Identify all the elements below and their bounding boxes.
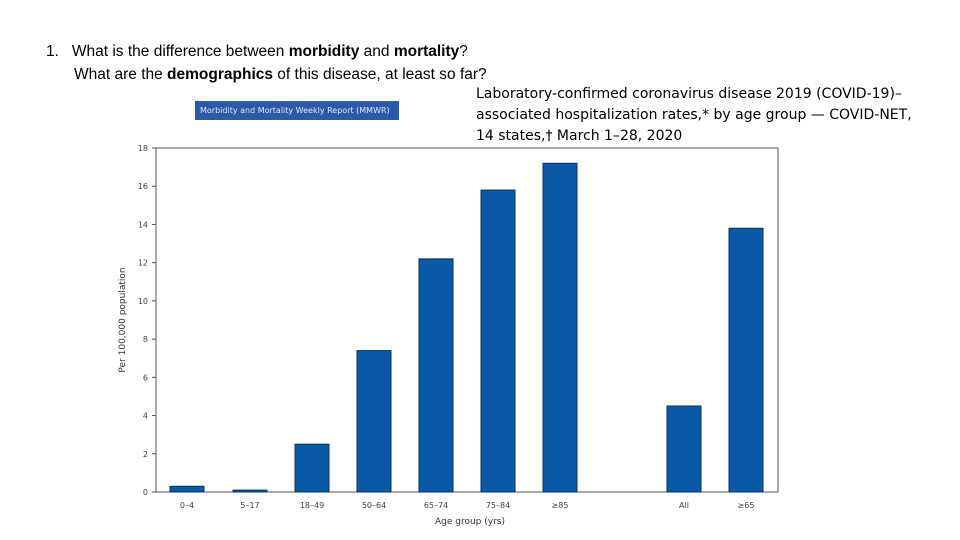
chart-caption: Laboratory-confirmed coronavirus disease… xyxy=(476,84,946,147)
y-tick-label: 2 xyxy=(143,450,148,459)
x-tick-label: 5–17 xyxy=(240,501,259,510)
question-term-morbidity: morbidity xyxy=(288,43,360,60)
bar-series xyxy=(169,162,764,493)
bar xyxy=(294,443,330,493)
x-tick-label: 50–64 xyxy=(362,501,386,510)
question-line1-after: ? xyxy=(459,43,468,60)
x-tick-label: ≥85 xyxy=(552,501,569,510)
question-line1-before: What is the difference between xyxy=(71,43,289,60)
x-tick-label: 65–74 xyxy=(424,501,448,510)
question-term-mortality: mortality xyxy=(393,43,460,60)
x-tick-label: ≥65 xyxy=(738,501,755,510)
x-axis-label: Age group (yrs) xyxy=(435,517,505,527)
x-tick-label: 75–84 xyxy=(486,501,510,510)
question-number: 1. xyxy=(46,43,59,60)
y-tick-label: 16 xyxy=(138,182,148,191)
y-tick-label: 14 xyxy=(138,220,148,229)
caption-line1: Laboratory-confirmed coronavirus disease… xyxy=(476,86,902,102)
x-axis: 0–4 5–17 18–49 50–64 65–74 75–84 ≥85 All ≥65 xyxy=(180,501,755,510)
bar xyxy=(356,350,392,493)
x-tick-label: 18–49 xyxy=(300,501,324,510)
caption-line2: associated hospitalization rates,* by ag… xyxy=(476,107,912,123)
y-tick-label: 8 xyxy=(143,335,148,344)
bar xyxy=(542,162,578,493)
question-text: 1. What is the difference between morbid… xyxy=(46,40,487,86)
y-tick-label: 18 xyxy=(138,144,148,153)
y-tick-label: 12 xyxy=(138,259,148,268)
x-tick-label: All xyxy=(679,501,689,510)
mmwr-badge: Morbidity and Mortality Weekly Report (M… xyxy=(195,101,399,120)
x-tick-label: 0–4 xyxy=(180,501,194,510)
bar xyxy=(232,489,268,493)
question-line2: What are the demographics of this diseas… xyxy=(46,63,487,86)
y-axis: 0 2 4 6 8 10 12 14 16 18 xyxy=(138,144,156,497)
plot-frame xyxy=(155,147,779,493)
bar xyxy=(480,189,516,493)
question-line2-after: of this disease, at least so far? xyxy=(273,66,487,83)
y-axis-label: Per 100,000 population xyxy=(118,267,128,372)
bar xyxy=(418,258,454,493)
question-line1-middle: and xyxy=(359,43,394,60)
question-line2-before: What are the xyxy=(74,66,168,83)
question-term-demographics: demographics xyxy=(167,66,273,83)
y-tick-label: 6 xyxy=(143,373,148,382)
y-tick-label: 4 xyxy=(143,412,148,421)
bar xyxy=(169,485,205,493)
y-tick-label: 0 xyxy=(143,488,148,497)
caption-line3: 14 states,† March 1–28, 2020 xyxy=(476,128,683,144)
bar xyxy=(666,405,702,493)
bar xyxy=(728,227,764,493)
y-tick-label: 10 xyxy=(138,297,148,306)
